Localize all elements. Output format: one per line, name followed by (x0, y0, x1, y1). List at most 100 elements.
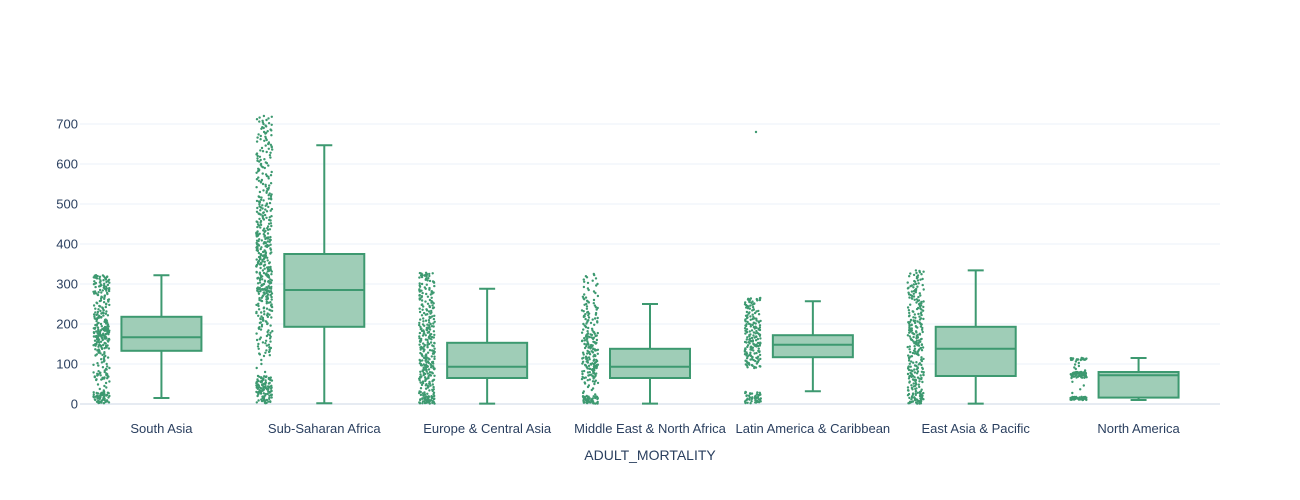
data-point (744, 301, 747, 304)
data-point (595, 338, 599, 342)
data-point (1071, 380, 1074, 383)
data-point (433, 355, 436, 358)
data-point (909, 337, 912, 340)
x-tick-label: North America (1097, 421, 1180, 436)
data-point (419, 359, 422, 363)
data-point (258, 190, 262, 194)
data-point (99, 322, 103, 326)
data-point (916, 376, 920, 379)
data-point (583, 337, 586, 340)
data-point (259, 180, 263, 183)
data-point (759, 357, 762, 361)
data-point (269, 340, 272, 343)
data-point (755, 297, 758, 301)
data-point (256, 282, 260, 285)
data-point (914, 269, 918, 272)
data-point (418, 335, 421, 338)
data-point (431, 315, 434, 318)
data-point (591, 362, 594, 365)
data-point (266, 385, 270, 388)
data-point (746, 397, 749, 400)
data-point (255, 210, 259, 213)
data-point (98, 343, 101, 346)
data-point (267, 343, 271, 346)
data-point (1080, 396, 1084, 399)
data-point (920, 301, 923, 305)
data-point (267, 236, 270, 239)
data-point (424, 334, 427, 337)
data-point (264, 342, 267, 345)
data-point (746, 320, 749, 324)
data-point (270, 292, 274, 295)
data-point (106, 275, 109, 278)
data-point (102, 301, 106, 304)
data-point (909, 371, 912, 375)
box-iqr (934, 325, 1017, 377)
data-point (105, 310, 108, 313)
data-point (105, 280, 108, 284)
data-point (581, 339, 584, 342)
data-point (906, 386, 910, 389)
data-point (751, 323, 754, 327)
data-point (596, 401, 599, 404)
data-point (95, 378, 98, 381)
data-point (261, 150, 265, 153)
data-point (92, 393, 96, 396)
data-point (918, 362, 922, 365)
data-point (756, 337, 760, 341)
data-point (752, 308, 755, 311)
data-point (106, 344, 109, 347)
data-point (914, 316, 917, 319)
data-point (259, 386, 262, 390)
data-point (1077, 361, 1081, 365)
data-point (258, 375, 261, 378)
x-tick-label: East Asia & Pacific (922, 421, 1031, 436)
data-point (911, 310, 914, 313)
data-point (746, 336, 749, 339)
data-point (915, 339, 919, 342)
data-point (428, 371, 432, 374)
data-point (419, 381, 422, 384)
data-point (95, 277, 99, 280)
data-point (592, 336, 596, 339)
data-point (433, 320, 436, 323)
data-point (907, 377, 911, 380)
data-point (581, 395, 585, 398)
data-point (425, 272, 429, 276)
data-point (262, 254, 266, 257)
data-point (266, 256, 269, 259)
data-point (427, 395, 430, 398)
data-point (912, 361, 915, 364)
data-point (432, 322, 435, 325)
data-point (426, 295, 430, 298)
data-point (262, 377, 265, 380)
data-point (256, 243, 260, 246)
data-point (269, 197, 273, 200)
data-point (99, 309, 102, 313)
data-point (430, 355, 433, 358)
data-point (421, 392, 424, 395)
data-point (421, 303, 424, 306)
data-point (588, 367, 591, 370)
boxes (120, 144, 1180, 405)
data-point (256, 345, 260, 348)
data-point (267, 329, 270, 332)
data-point (418, 323, 421, 327)
data-point (257, 276, 260, 279)
data-point (747, 297, 750, 300)
data-point (418, 321, 421, 325)
data-point (580, 309, 584, 312)
data-point (256, 225, 259, 229)
data-point (93, 292, 96, 295)
data-point (418, 293, 421, 297)
data-point (270, 115, 273, 119)
data-point (757, 355, 760, 358)
data-point (264, 144, 267, 147)
data-point (427, 277, 430, 280)
data-point (418, 337, 421, 340)
data-point (255, 171, 258, 174)
data-point (104, 318, 107, 321)
data-point (748, 330, 751, 333)
data-point (752, 334, 755, 337)
data-point (917, 383, 920, 386)
